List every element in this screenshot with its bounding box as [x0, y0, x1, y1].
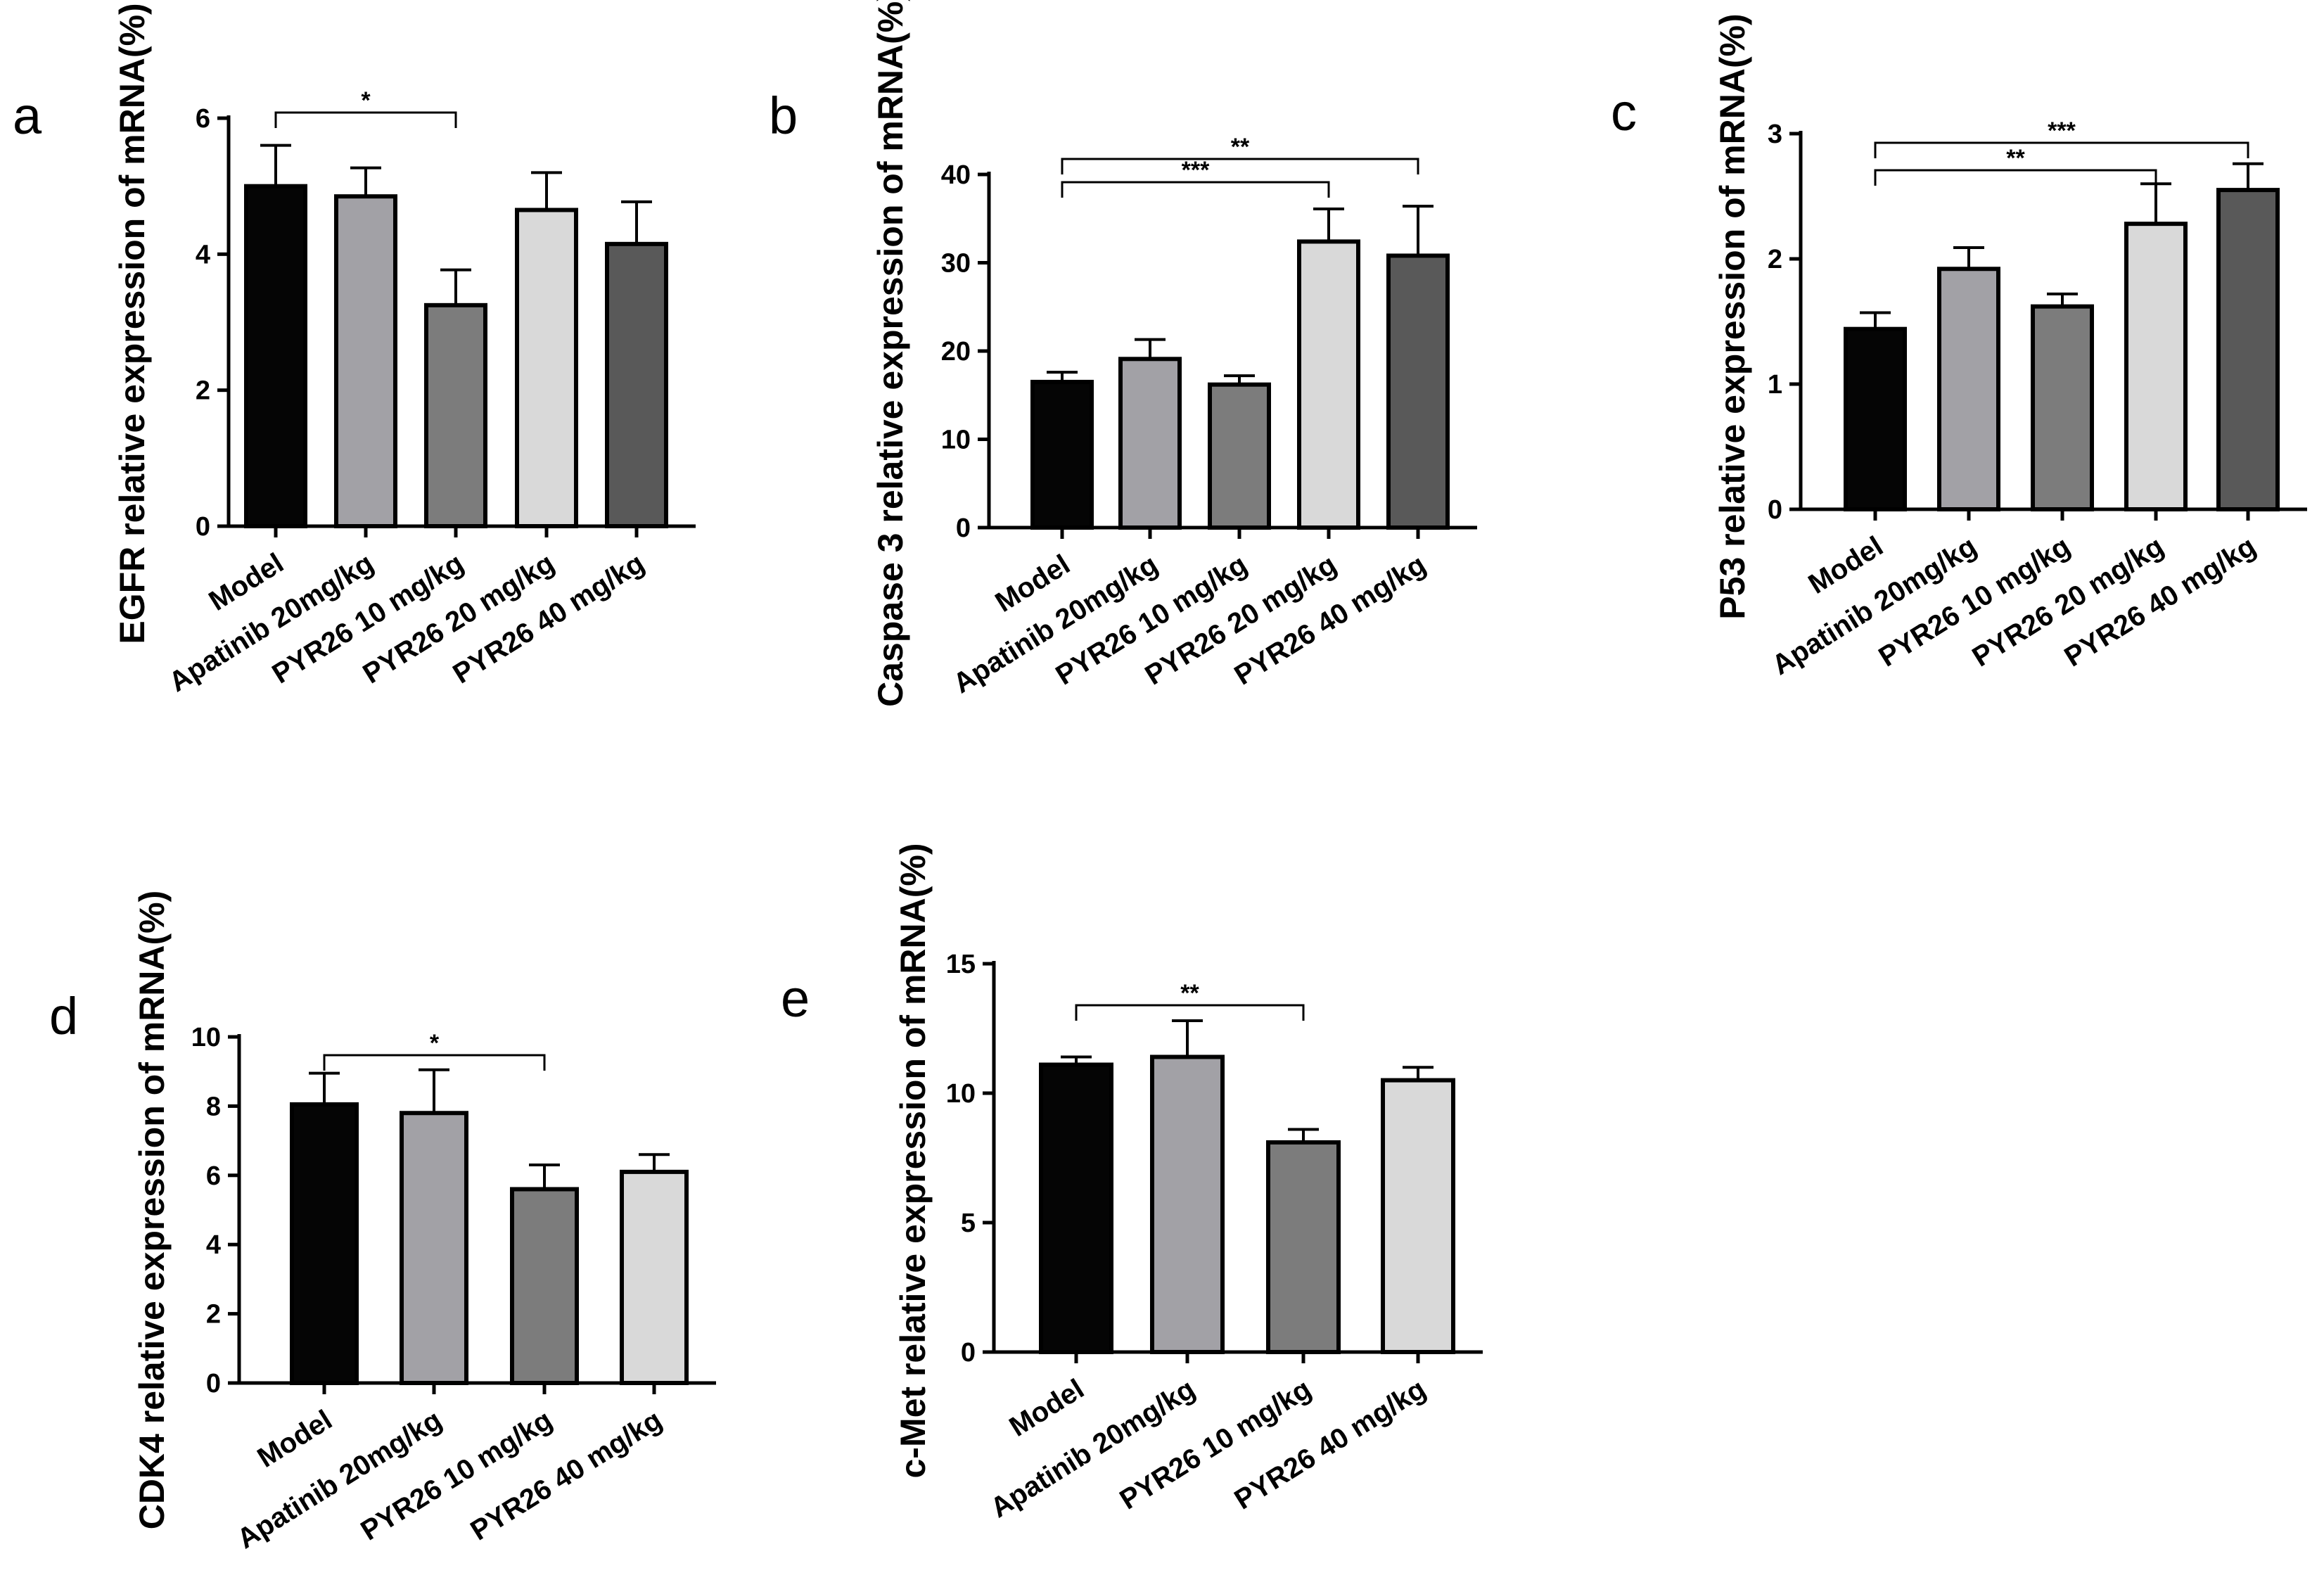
panel-letter: a: [13, 87, 42, 145]
significance-label: **: [1180, 980, 1199, 1007]
panel-letter: c: [1611, 83, 1637, 141]
bar-4: [2124, 222, 2188, 511]
y-tick-label: 0: [206, 1369, 221, 1398]
significance-label: **: [2006, 145, 2025, 172]
bar-1: [1030, 379, 1094, 530]
bar-3: [2031, 304, 2094, 511]
chart-panel-b: b Caspase 3 relative expression of mRNA(%…: [769, 0, 1477, 707]
y-tick-label: 8: [206, 1092, 221, 1121]
bar-1: [290, 1102, 359, 1385]
significance-bracket: [1874, 169, 2157, 186]
bar-2: [334, 194, 397, 528]
bar-3: [424, 302, 487, 528]
y-tick-label: 6: [206, 1161, 221, 1191]
bar-2: [1118, 357, 1182, 530]
significance-bracket: [1061, 158, 1419, 174]
x-category-label: PYR26 40 mg/kg: [465, 1404, 667, 1546]
chart-panel-e: e c-Met relative expression of mRNA(%) 0 5 1…: [781, 843, 1483, 1524]
y-tick-label: 3: [1768, 120, 1782, 149]
y-tick-label: 0: [1768, 495, 1782, 525]
y-tick-label: 5: [961, 1209, 976, 1238]
bar-1: [1844, 326, 1907, 511]
bar-4: [620, 1169, 689, 1385]
panel-letter: b: [769, 87, 798, 145]
y-tick-label: 30: [941, 249, 971, 279]
y-tick-label: 40: [941, 160, 971, 190]
y-tick-label: 20: [941, 337, 971, 367]
bar-1: [244, 184, 307, 528]
x-category-label: Apatinib 20mg/kg: [985, 1373, 1201, 1524]
significance-label: ***: [2048, 117, 2076, 144]
bar-3: [510, 1187, 579, 1385]
bar-1: [1039, 1062, 1113, 1355]
chart-panel-d: d CDK4 relative expression of mRNA(%) 0 2 4 6…: [49, 891, 716, 1555]
panel-letter: e: [781, 969, 810, 1028]
y-tick-label: 0: [961, 1338, 976, 1368]
y-tick-label: 2: [196, 376, 210, 406]
bar-2: [400, 1111, 468, 1385]
y-tick-label: 1: [1768, 370, 1782, 400]
bar-4: [515, 208, 578, 528]
y-axis-label: P53 relative expression of mRNA(%): [1713, 13, 1752, 619]
y-tick-label: 0: [196, 512, 210, 542]
x-category-label: Model: [252, 1404, 337, 1474]
y-axis-label: EGFR relative expression of mRNA(%): [113, 3, 152, 644]
x-category-label: PYR26 10 mg/kg: [1114, 1373, 1316, 1515]
significance-label: ***: [1182, 157, 1210, 184]
y-tick-label: 0: [956, 514, 971, 543]
chart-panel-a: a EGFR relative expression of mRNA(%) 0 2 4 6…: [13, 3, 696, 698]
bar-2: [1150, 1054, 1225, 1354]
significance-label: *: [361, 87, 371, 114]
bar-2: [1937, 267, 2000, 511]
x-category-label: Model: [1004, 1373, 1089, 1443]
x-category-label: PYR26 40 mg/kg: [1229, 1373, 1431, 1515]
y-tick-label: 10: [946, 1079, 976, 1109]
bar-3: [1208, 382, 1271, 530]
y-tick-label: 6: [196, 104, 210, 134]
bar-4: [1297, 239, 1360, 530]
significance-bracket: [274, 111, 457, 128]
bar-4: [1381, 1078, 1455, 1354]
significance-bracket: [1061, 181, 1330, 198]
significance-bracket: [1075, 1004, 1305, 1021]
significance-bracket: [323, 1054, 546, 1071]
y-axis-label: CDK4 relative expression of mRNA(%): [132, 891, 172, 1530]
bar-5: [2216, 188, 2280, 511]
bar-5: [1386, 253, 1450, 530]
y-tick-label: 2: [1768, 245, 1782, 274]
significance-label: *: [430, 1030, 440, 1057]
significance-label: **: [1231, 134, 1250, 160]
y-tick-label: 10: [191, 1023, 221, 1052]
bar-3: [1266, 1140, 1341, 1355]
chart-panel-c: c P53 relative expression of mRNA(%) 0123M…: [1611, 13, 2307, 681]
x-category-label: PYR26 10 mg/kg: [355, 1404, 557, 1546]
y-tick-label: 4: [206, 1230, 221, 1260]
panel-letter: d: [49, 987, 78, 1045]
bar-5: [605, 241, 668, 528]
y-axis-label: Caspase 3 relative expression of mRNA(%): [871, 0, 910, 707]
y-tick-label: 10: [941, 426, 971, 455]
y-axis-label: c-Met relative expression of mRNA(%): [893, 843, 933, 1478]
y-tick-label: 15: [946, 950, 976, 979]
x-category-label: Apatinib 20mg/kg: [232, 1404, 447, 1555]
significance-bracket: [1874, 141, 2249, 158]
y-tick-label: 2: [206, 1300, 221, 1330]
y-tick-label: 4: [196, 240, 210, 269]
